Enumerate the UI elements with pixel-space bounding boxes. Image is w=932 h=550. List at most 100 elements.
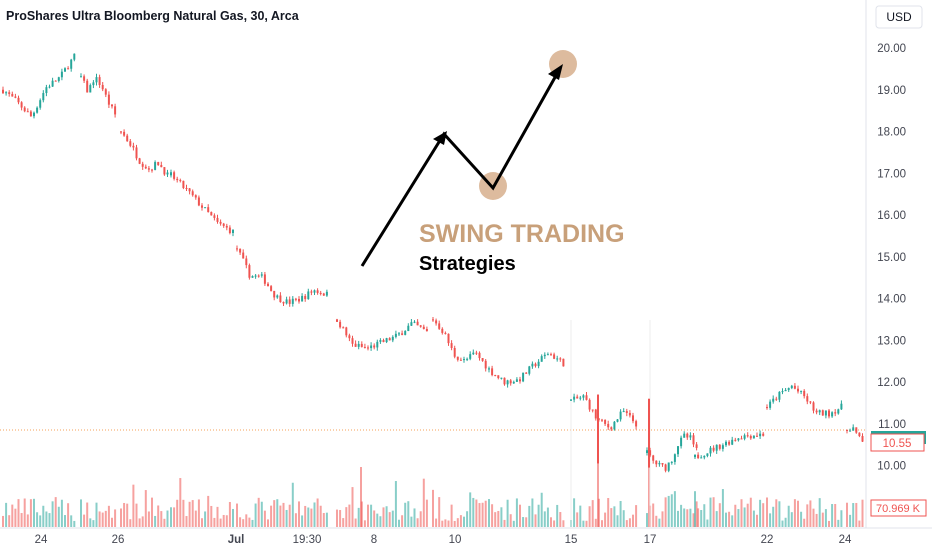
volume-bar (310, 508, 313, 527)
candle-body (528, 366, 531, 374)
candle-body (325, 291, 328, 296)
candle-body (715, 444, 718, 451)
candle-body (316, 290, 319, 293)
volume-bar (351, 487, 354, 527)
volume-bar (528, 505, 531, 527)
candle-body (512, 381, 515, 384)
candle-body (670, 461, 673, 463)
volume-bar (784, 517, 787, 527)
candle-body (160, 165, 163, 168)
candle-body (550, 354, 552, 356)
volume-bar (734, 504, 737, 527)
candle-body (697, 454, 700, 459)
candle-body (197, 197, 200, 206)
volume-bar (11, 504, 14, 527)
candle-body (270, 286, 273, 291)
candle-body (151, 169, 153, 171)
candle-body (407, 325, 410, 332)
candle-body (185, 187, 188, 189)
candle-body (263, 274, 266, 284)
volume-bar (680, 504, 683, 527)
volume-bar (622, 510, 625, 527)
volume-bar (800, 511, 803, 527)
volume-bar (382, 507, 385, 527)
candle-body (228, 227, 231, 234)
volume-bar (588, 506, 591, 527)
currency-label[interactable]: USD (886, 10, 912, 24)
volume-bar (540, 492, 543, 527)
candle-body (509, 380, 512, 384)
candle-body (219, 221, 222, 224)
volume-bar (419, 511, 422, 527)
candle-body (267, 283, 269, 287)
volume-bar (398, 519, 400, 527)
volume-bar (840, 510, 843, 527)
candle-body (664, 464, 667, 471)
candle-body (472, 352, 475, 355)
volume-bar (582, 520, 585, 527)
volume-bar (363, 520, 366, 527)
price-tick-label: 19.00 (877, 85, 906, 97)
candle-body (680, 437, 683, 447)
volume-bar (307, 507, 310, 527)
candle-body (51, 80, 54, 87)
volume-bar (525, 517, 528, 527)
candle-body (382, 340, 385, 343)
volume-bar (257, 497, 260, 527)
volume-bar (182, 499, 185, 527)
candle-body (692, 435, 695, 445)
candle-body (14, 96, 17, 98)
volume-bar (703, 504, 706, 527)
overlay-subheadline: Strategies (419, 253, 516, 275)
candle-body (176, 178, 179, 181)
candle-body (276, 295, 279, 298)
volume-bar (48, 513, 51, 527)
candle-body (646, 450, 648, 453)
candle-body (484, 360, 487, 369)
volume-bar (781, 520, 784, 527)
candle-body (114, 106, 117, 115)
candle-body (478, 352, 481, 359)
candle-body (173, 172, 176, 179)
candle-body (858, 432, 861, 437)
candle-body (522, 372, 525, 382)
volume-bar (667, 495, 670, 527)
candle-body (806, 396, 809, 402)
candle-body (348, 335, 351, 339)
candle-body (294, 298, 297, 300)
volume-bar (111, 517, 113, 527)
volume-bar (721, 489, 724, 527)
volume-bar (625, 520, 628, 527)
candle-body (613, 421, 616, 430)
candle-body (95, 77, 98, 83)
currency-button-frame[interactable] (875, 5, 923, 29)
candle-body (157, 162, 160, 166)
candle-body (809, 401, 812, 403)
candle-body (163, 167, 166, 175)
candle-body (594, 409, 597, 419)
candle-body (126, 135, 129, 142)
candle-body (298, 298, 300, 302)
candle-body (559, 358, 562, 360)
volume-bar (756, 514, 758, 527)
candle-body (846, 430, 848, 432)
volume-bar (313, 502, 316, 527)
candle-body (534, 363, 537, 367)
candle-body (834, 412, 837, 414)
candle-body (42, 93, 45, 101)
volume-bar (616, 515, 619, 527)
volume-bar (194, 510, 197, 527)
volume-bar (515, 498, 518, 527)
volume-bar (222, 514, 225, 527)
volume-bar (815, 513, 818, 527)
volume-bar (709, 497, 712, 527)
volume-bar (425, 499, 428, 527)
volume-bar (478, 503, 481, 527)
candle-body (585, 395, 588, 400)
volume-bar (824, 509, 827, 527)
candle-body (313, 290, 316, 293)
candle-body (339, 321, 342, 328)
volume-bar (236, 503, 238, 527)
volume-bar (207, 495, 210, 527)
